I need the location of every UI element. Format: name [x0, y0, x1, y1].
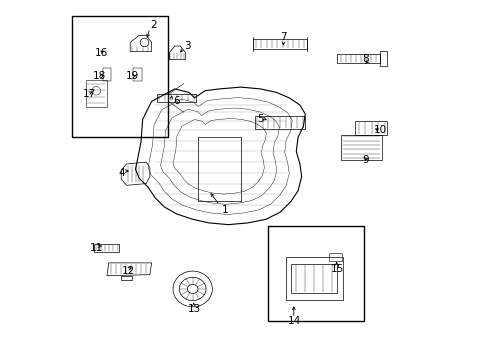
- Text: 10: 10: [373, 125, 386, 135]
- Text: 6: 6: [173, 96, 180, 107]
- Text: 15: 15: [330, 264, 343, 274]
- Text: 2: 2: [150, 19, 156, 30]
- Text: 4: 4: [118, 168, 124, 178]
- Text: 17: 17: [82, 89, 96, 99]
- Text: 1: 1: [221, 205, 228, 215]
- Text: 13: 13: [187, 303, 201, 314]
- Text: 14: 14: [287, 316, 301, 326]
- Bar: [72, 16, 167, 137]
- Text: 16: 16: [95, 48, 108, 58]
- Text: 9: 9: [362, 156, 368, 165]
- Text: 5: 5: [257, 114, 264, 124]
- Text: 11: 11: [89, 243, 102, 253]
- Bar: [267, 226, 364, 321]
- Text: 7: 7: [280, 32, 286, 42]
- Text: 19: 19: [125, 71, 138, 81]
- Text: 3: 3: [183, 41, 190, 51]
- Text: 8: 8: [362, 54, 368, 64]
- Text: 18: 18: [93, 71, 106, 81]
- Text: 12: 12: [122, 266, 135, 276]
